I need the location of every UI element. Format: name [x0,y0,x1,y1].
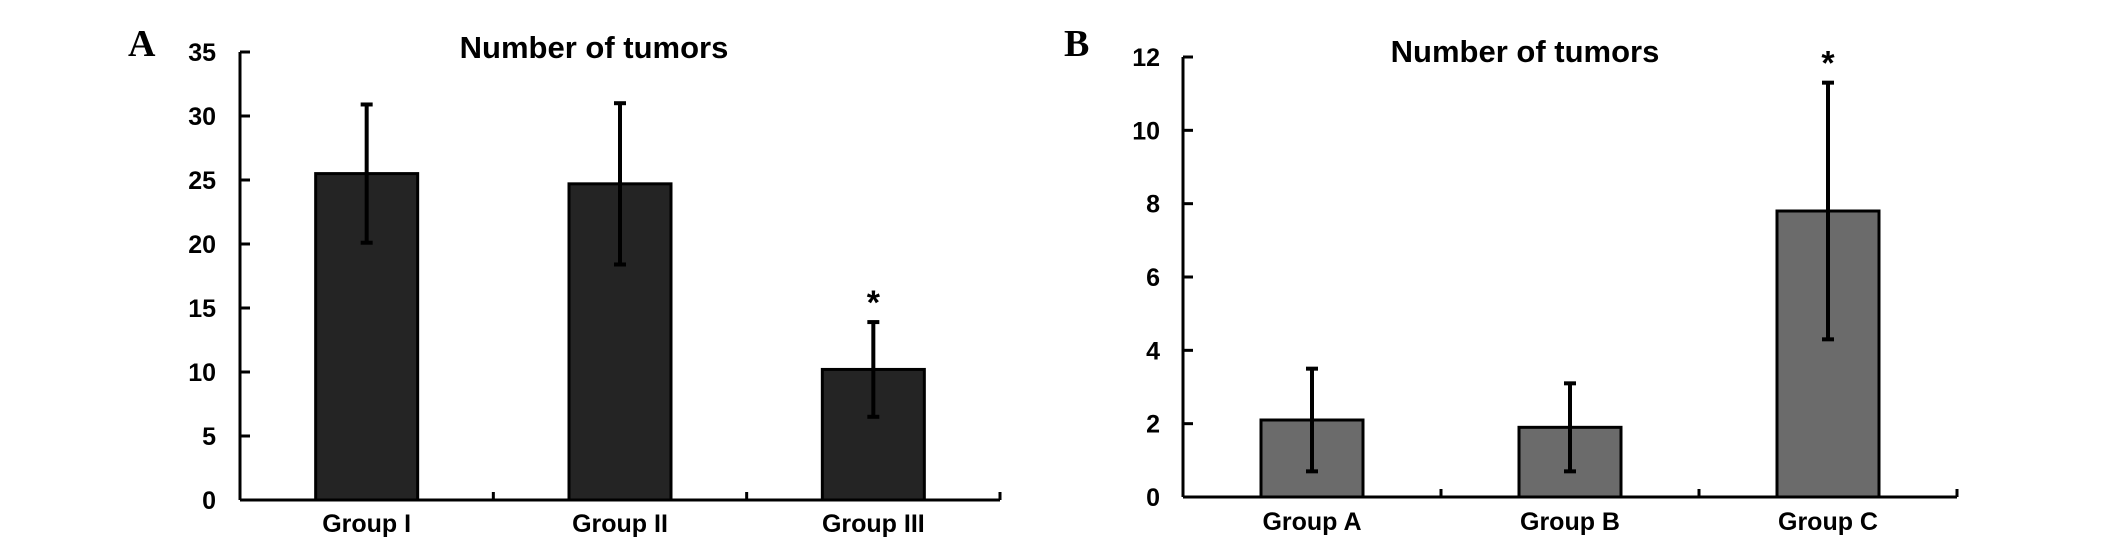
y-tick-label: 35 [188,39,216,67]
y-tick-label: 10 [188,359,216,387]
y-tick-label: 12 [1132,44,1160,72]
x-category-label: Group II [572,510,668,538]
significance-marker: * [867,284,881,322]
y-tick-label: 15 [188,295,216,323]
y-tick-label: 30 [188,103,216,131]
y-tick-label: 5 [202,423,216,451]
y-tick-label: 20 [188,231,216,259]
y-tick-label: 25 [188,167,216,195]
x-category-label: Group B [1520,508,1620,536]
y-tick-label: 2 [1146,411,1160,439]
y-tick-label: 10 [1132,117,1160,145]
x-category-label: Group III [822,510,925,538]
panel-letter-b: B [1064,23,1089,65]
panel-a: A Number of tumors 0 5 10 15 20 25 30 35 Group I… [128,23,1002,538]
bar [314,172,420,502]
chart-title-a: Number of tumors [460,30,729,65]
y-tick-label: 0 [202,487,216,515]
chart-title-b: Number of tumors [1391,34,1660,69]
x-category-label: Group C [1778,508,1878,536]
y-tick-label: 6 [1146,264,1160,292]
y-tick-label: 4 [1146,337,1160,365]
panel-b: B Number of tumors 0 2 4 6 8 10 12 Group A Group… [1064,23,1959,536]
y-tick-label: 8 [1146,191,1160,219]
x-category-label: Group I [322,510,411,538]
y-tick-label: 0 [1146,484,1160,512]
x-category-label: Group A [1262,508,1361,536]
significance-marker: * [1821,45,1835,83]
panel-letter-a: A [128,23,156,65]
